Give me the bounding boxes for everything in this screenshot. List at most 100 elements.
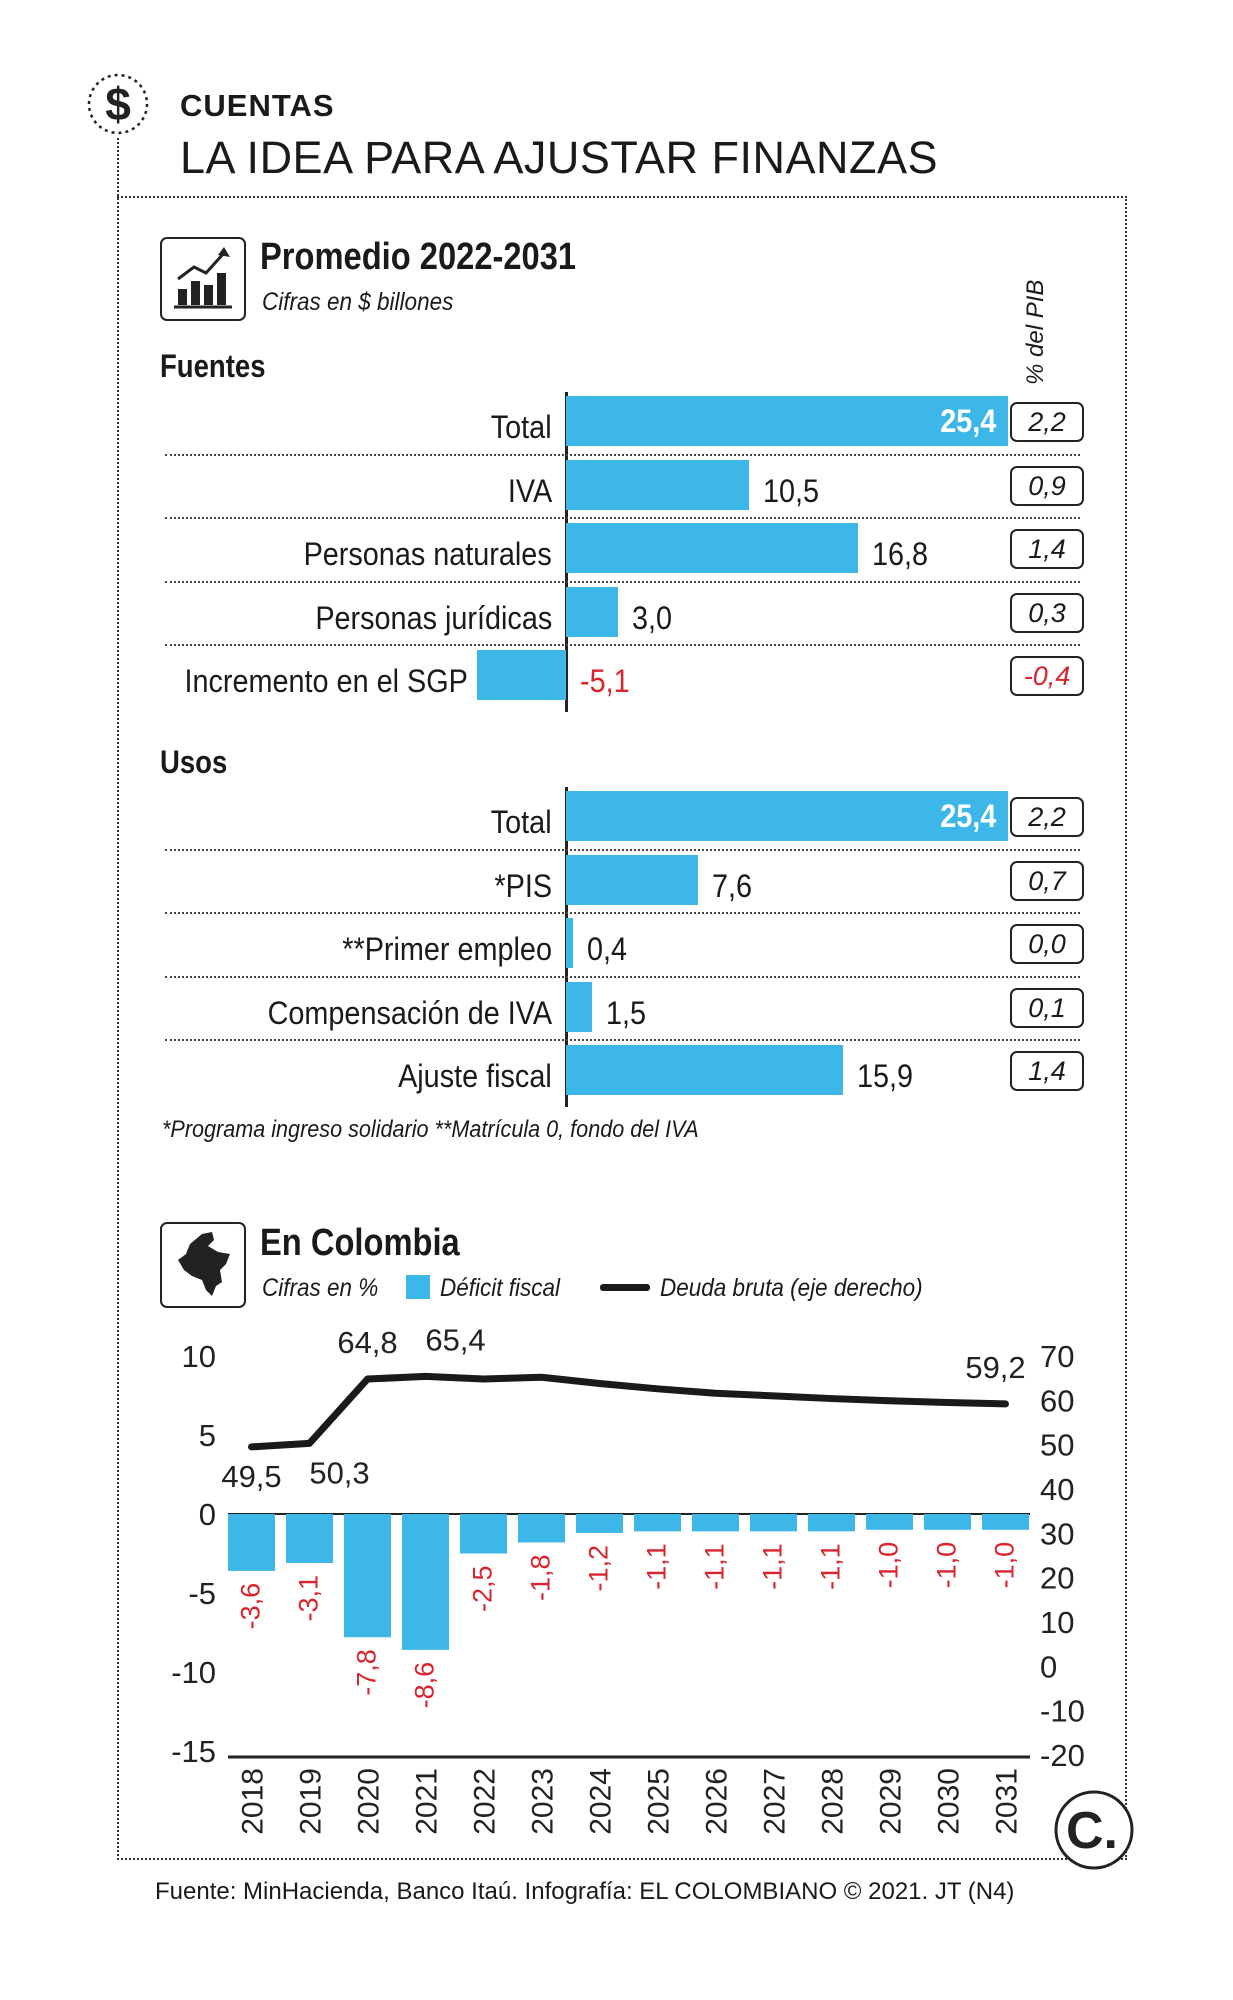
bar-value-label: 25,4 <box>939 403 996 439</box>
bar-value-label: -5,1 <box>580 663 630 699</box>
y-left-tick-label: 10 <box>182 1339 216 1374</box>
pct-pib-box: 0,3 <box>1010 592 1084 633</box>
bar-category-label: Total <box>491 804 552 840</box>
deficit-bar <box>344 1514 391 1638</box>
bar-value-label: 7,6 <box>712 867 753 904</box>
row-separator <box>165 453 1080 456</box>
bar-value-label: 1,5 <box>606 994 647 1031</box>
row-separator <box>165 1039 1080 1041</box>
deficit-bar <box>460 1514 507 1554</box>
debt-value-label: 65,4 <box>425 1322 485 1357</box>
y-right-tick-label: 10 <box>1040 1605 1074 1640</box>
y-left-tick-label: 5 <box>199 1418 216 1453</box>
bar <box>566 396 1008 446</box>
deficit-value-label: -1,0 <box>874 1542 904 1589</box>
bar-value-label: 10,5 <box>762 472 819 509</box>
deficit-value-label: -1,1 <box>642 1543 672 1590</box>
bar-category-label: IVA <box>507 472 552 509</box>
bar <box>566 791 1008 841</box>
deficit-bar <box>228 1514 275 1571</box>
deficit-value-label: -7,8 <box>352 1649 382 1696</box>
deficit-value-label: -1,1 <box>758 1543 788 1590</box>
row-separator <box>165 975 1080 978</box>
deficit-value-label: -3,1 <box>294 1575 324 1622</box>
bar-category-label: Compensación de IVA <box>267 994 552 1031</box>
debt-value-label: 50,3 <box>309 1455 369 1490</box>
growth-chart-icon <box>160 237 246 321</box>
bar-category-label: Personas jurídicas <box>315 599 552 636</box>
bar <box>566 459 749 510</box>
deficit-value-label: -3,6 <box>236 1583 266 1630</box>
bar-category-label: Total <box>491 409 552 445</box>
x-tick-label: 2031 <box>991 1768 1024 1835</box>
x-tick-label: 2028 <box>817 1768 850 1835</box>
x-tick-label: 2024 <box>585 1768 618 1835</box>
deficit-bar <box>750 1514 797 1532</box>
deficit-bar <box>982 1514 1029 1530</box>
row-separator <box>165 517 1080 519</box>
y-right-tick-label: 70 <box>1040 1339 1074 1374</box>
deficit-value-label: -1,1 <box>700 1543 730 1590</box>
row-separator <box>165 644 1080 646</box>
bar <box>566 523 859 573</box>
section2-subtitle: Cifras en % <box>262 1274 379 1302</box>
usos-label: Usos <box>160 744 228 780</box>
svg-text:$: $ <box>105 78 131 130</box>
deficit-value-label: -1,0 <box>990 1542 1020 1589</box>
deficit-bar <box>576 1514 623 1533</box>
section2-title: En Colombia <box>260 1222 460 1264</box>
pct-pib-box: 0,7 <box>1010 860 1084 901</box>
x-tick-label: 2021 <box>411 1768 444 1835</box>
debt-value-label: 64,8 <box>337 1325 397 1360</box>
bar <box>566 918 573 968</box>
section1-subtitle: Cifras en $ billones <box>262 288 454 316</box>
deficit-value-label: -1,0 <box>932 1542 962 1589</box>
bar <box>566 586 619 637</box>
colombia-map-icon <box>160 1222 246 1308</box>
bar <box>566 854 699 905</box>
deficit-value-label: -1,8 <box>526 1554 556 1601</box>
y-left-tick-label: -5 <box>188 1576 216 1611</box>
bar <box>566 981 593 1032</box>
deficit-bar <box>924 1514 971 1530</box>
x-tick-label: 2020 <box>353 1768 386 1835</box>
x-tick-label: 2019 <box>295 1768 328 1835</box>
pct-pib-box: 0,1 <box>1010 987 1084 1028</box>
y-left-tick-label: -15 <box>171 1734 216 1769</box>
legend-deficit-label: Déficit fiscal <box>440 1274 561 1302</box>
pct-pib-box: -0,4 <box>1010 656 1084 696</box>
deficit-bar <box>866 1514 913 1530</box>
section1-title: Promedio 2022-2031 <box>260 236 577 278</box>
x-tick-label: 2027 <box>759 1768 792 1835</box>
deficit-bar <box>286 1514 333 1563</box>
pct-pib-box: 2,2 <box>1010 402 1084 442</box>
pct-pib-box: 1,4 <box>1010 529 1084 569</box>
x-tick-label: 2029 <box>875 1768 908 1835</box>
deficit-value-label: -8,6 <box>410 1662 440 1709</box>
x-tick-label: 2025 <box>643 1768 676 1835</box>
bar-value-label: 15,9 <box>856 1058 913 1094</box>
x-tick-label: 2022 <box>469 1768 502 1835</box>
pct-pib-box: 0,9 <box>1010 465 1084 506</box>
debt-line <box>248 1372 1009 1451</box>
fuentes-label: Fuentes <box>160 348 266 384</box>
y-left-tick-label: 0 <box>199 1497 216 1532</box>
deficit-value-label: -2,5 <box>468 1566 498 1613</box>
source-credit: Fuente: MinHacienda, Banco Itaú. Infogra… <box>155 1878 1015 1905</box>
x-tick-label: 2026 <box>701 1768 734 1835</box>
deficit-bar <box>518 1514 565 1543</box>
y-right-tick-label: 60 <box>1040 1383 1074 1418</box>
bar-category-label: **Primer empleo <box>342 931 552 967</box>
pct-pib-box: 2,2 <box>1010 797 1084 837</box>
row-separator <box>165 580 1080 583</box>
deficit-bar <box>634 1514 681 1532</box>
y-right-tick-label: 50 <box>1040 1428 1074 1463</box>
bar-category-label: Incremento en el SGP <box>184 663 468 699</box>
footnote: *Programa ingreso solidario **Matrícula … <box>162 1116 699 1143</box>
bar-category-label: *PIS <box>494 867 552 904</box>
row-separator <box>165 848 1080 851</box>
row-separator <box>165 912 1080 914</box>
bar-value-label: 3,0 <box>632 599 673 636</box>
bar <box>477 650 566 700</box>
